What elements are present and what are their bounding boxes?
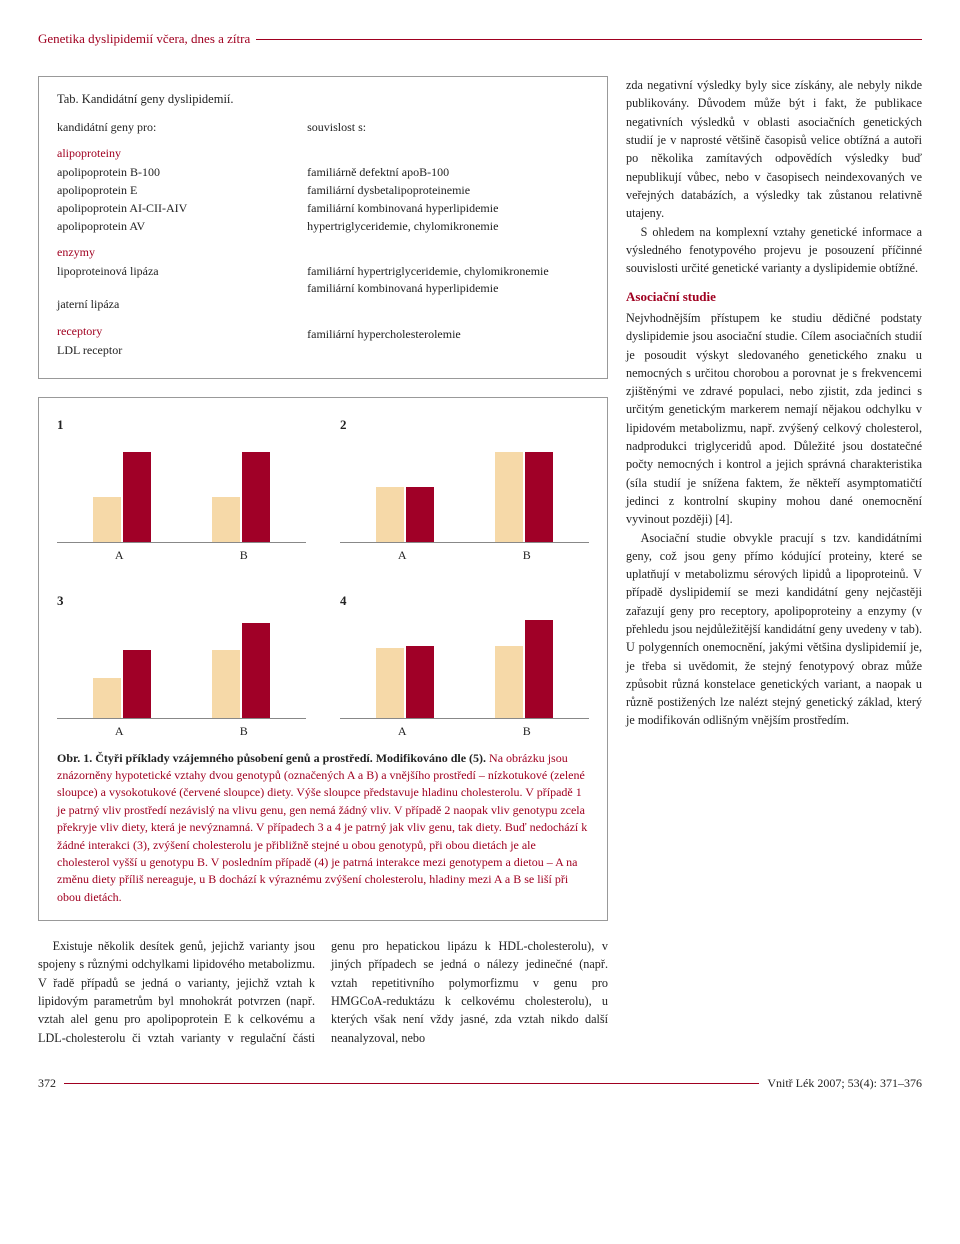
table-title: Tab. Kandidátní geny dyslipidemií. [57, 91, 589, 109]
journal-citation: Vnitř Lék 2007; 53(4): 371–376 [759, 1075, 922, 1092]
bar [242, 623, 270, 718]
table-row: familiární kombinovaná hyperlipidemie [307, 280, 589, 297]
footer-rule [64, 1083, 759, 1084]
panel-number: 4 [340, 592, 589, 610]
table-row: familiární hypertriglyceridemie, chylomi… [307, 263, 589, 279]
panel-number: 1 [57, 416, 306, 434]
axis-labels: AB [340, 547, 589, 564]
table-group: receptory [57, 323, 297, 340]
bar-group [467, 452, 581, 542]
page-number: 372 [38, 1075, 64, 1092]
table-head-right: souvislost s: [307, 119, 589, 136]
chart-panel: 3 AB [57, 592, 306, 740]
paragraph: Asociační studie obvykle pracují s tzv. … [626, 529, 922, 730]
table-row: familiární kombinovaná hyperlipidemie [307, 200, 589, 217]
table-row: LDL receptor [57, 342, 297, 359]
bar [406, 646, 434, 718]
table-row: apolipoprotein B-100 [57, 164, 297, 181]
bar-group [184, 623, 298, 718]
bar-chart [340, 614, 589, 719]
bar-group [65, 452, 179, 542]
table-row: apolipoprotein AI-CII-AIV [57, 200, 297, 217]
panel-number: 2 [340, 416, 589, 434]
figure-box: 1AB2AB3AB4AB Obr. 1. Čtyři příklady vzáj… [38, 397, 608, 921]
bar [376, 487, 404, 542]
table-group-spacer [307, 307, 589, 324]
bar-chart [57, 614, 306, 719]
table-row: familiární dysbetalipoproteinemie [307, 182, 589, 199]
chart-panel: 1 AB [57, 416, 306, 564]
axis-label: B [467, 547, 587, 564]
table-group: alipoproteiny [57, 145, 297, 162]
panel-number: 3 [57, 592, 306, 610]
bar [242, 452, 270, 542]
bar-group [467, 620, 581, 718]
table-row: familiárně defektní apoB-100 [307, 164, 589, 181]
chart-panel: 4 AB [340, 592, 589, 740]
table-group-spacer [307, 145, 589, 162]
bar [406, 487, 434, 542]
left-body-text: Existuje několik desítek genů, jejichž v… [38, 937, 608, 1047]
table-head-left: kandidátní geny pro: [57, 119, 297, 136]
section-heading: Asociační studie [626, 287, 922, 307]
bar [212, 650, 240, 718]
bar-group [348, 487, 462, 542]
bar-group [65, 650, 179, 718]
axis-label: B [184, 547, 304, 564]
paragraph: zda negativní výsledky byly sice získány… [626, 76, 922, 222]
bar [123, 650, 151, 718]
axis-label: A [342, 723, 462, 740]
axis-label: A [59, 723, 179, 740]
table-group: enzymy [57, 244, 297, 261]
bar [376, 648, 404, 718]
bar [525, 452, 553, 542]
bar-group [184, 452, 298, 542]
table-row: hypertriglyceridemie, chylomikronemie [307, 218, 589, 235]
header-rule [256, 39, 922, 40]
bar-group [348, 646, 462, 718]
bar [495, 452, 523, 542]
axis-labels: AB [340, 723, 589, 740]
axis-label: A [342, 547, 462, 564]
right-column: zda negativní výsledky byly sice získány… [626, 76, 922, 1047]
bar [525, 620, 553, 718]
bar-chart [340, 438, 589, 543]
bar [495, 646, 523, 718]
table-row: lipoproteinová lipáza [57, 263, 297, 295]
bar-chart [57, 438, 306, 543]
figure-caption-lead: Obr. 1. Čtyři příklady vzájemného působe… [57, 751, 486, 765]
bar [123, 452, 151, 542]
figure-caption: Obr. 1. Čtyři příklady vzájemného působe… [57, 750, 589, 907]
table-row: familiární hypercholesterolemie [307, 326, 589, 343]
paragraph: Nejvhodnějším přístupem ke studiu dědičn… [626, 309, 922, 529]
paragraph: S ohledem na komplexní vztahy genetické … [626, 223, 922, 278]
table-group-spacer [307, 244, 589, 261]
table-box: Tab. Kandidátní geny dyslipidemií. kandi… [38, 76, 608, 378]
table-row: jaterní lipáza [57, 296, 297, 313]
axis-label: B [467, 723, 587, 740]
axis-labels: AB [57, 723, 306, 740]
chart-panel: 2 AB [340, 416, 589, 564]
table-row: apolipoprotein AV [57, 218, 297, 235]
paragraph: Existuje několik desítek genů, jejichž v… [38, 937, 608, 1047]
bar [93, 678, 121, 718]
axis-labels: AB [57, 547, 306, 564]
axis-label: A [59, 547, 179, 564]
running-head: Genetika dyslipidemií včera, dnes a zítr… [38, 30, 256, 48]
figure-caption-body: Na obrázku jsou znázorněny hypotetické v… [57, 751, 587, 904]
table-row: apolipoprotein E [57, 182, 297, 199]
axis-label: B [184, 723, 304, 740]
bar [93, 497, 121, 542]
bar [212, 497, 240, 542]
